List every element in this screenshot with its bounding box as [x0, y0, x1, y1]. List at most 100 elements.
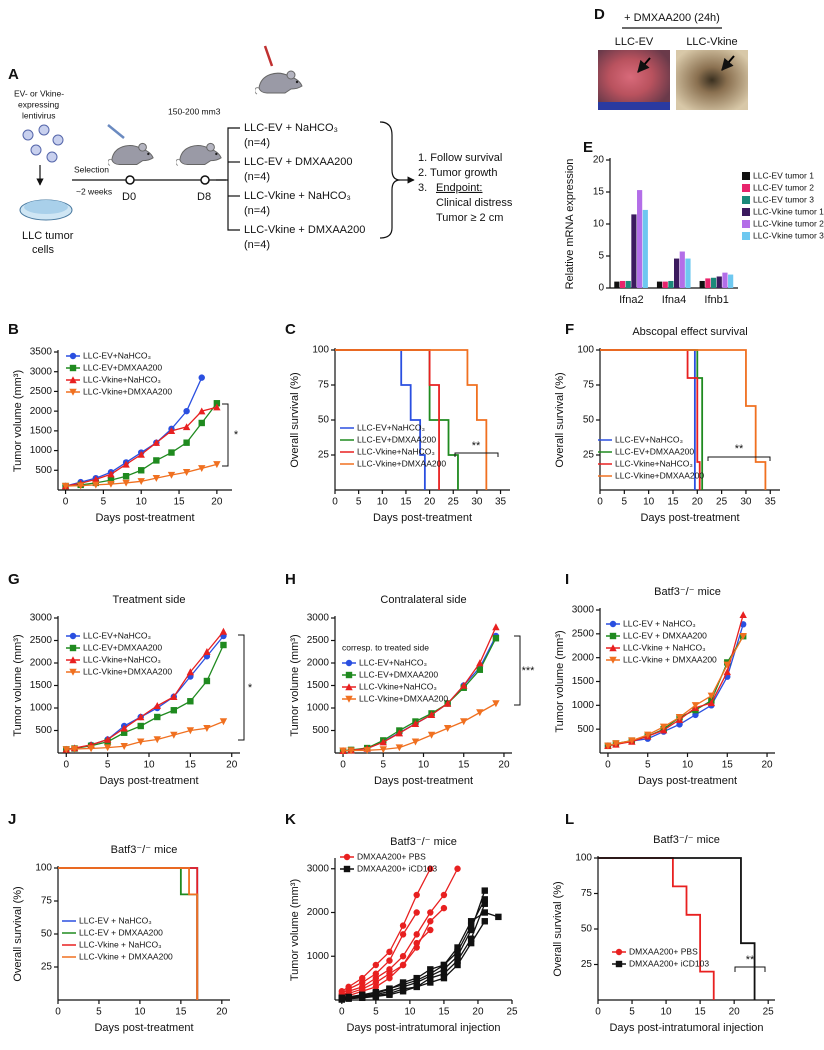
- survival-curve: [600, 349, 701, 490]
- legend-label: LLC-EV tumor 2: [753, 182, 814, 192]
- photo-panel: D + DMXAA200 (24h) LLC-EV LLC-Vkine: [594, 6, 748, 110]
- x-tick-label: 20: [729, 1007, 741, 1018]
- y-tick-label: 75: [581, 888, 593, 899]
- y-axis-label: Overall survival (%): [12, 886, 24, 981]
- legend-marker: [69, 668, 77, 676]
- y-tick-label: 15: [593, 187, 605, 198]
- data-point: [386, 991, 393, 998]
- bar: [656, 281, 663, 288]
- data-point: [481, 918, 488, 925]
- x-tick-label: 15: [695, 1007, 707, 1018]
- y-tick-label: 75: [583, 380, 595, 391]
- data-point: [440, 961, 448, 969]
- x-axis-label: Days post-treatment: [373, 512, 472, 524]
- legend-label: LLC-EV+NaHCO₃: [359, 657, 427, 667]
- x-tick-label: 10: [661, 1007, 673, 1018]
- data-point: [707, 692, 716, 700]
- vector-label: expressing: [18, 99, 59, 109]
- data-point: [363, 747, 371, 754]
- x-tick-label: 15: [722, 760, 734, 771]
- x-tick-label: 0: [340, 760, 346, 771]
- legend-marker: [69, 632, 77, 640]
- x-tick-label: 35: [495, 497, 507, 508]
- legend-label: LLC-Vkine tumor 1: [753, 206, 824, 216]
- legend-marker: [609, 632, 617, 640]
- x-tick-label: 20: [472, 1007, 484, 1018]
- y-tick-label: 500: [577, 724, 594, 735]
- data-point: [454, 961, 461, 969]
- data-point: [454, 948, 461, 956]
- y-tick-label: 50: [583, 415, 595, 426]
- y-axis-label: Relative mRNA expression: [564, 159, 576, 290]
- data-point: [153, 702, 161, 709]
- significance-bracket: [238, 634, 245, 741]
- data-point: [467, 918, 475, 925]
- x-axis-label: Days post-intratumoral injection: [346, 1022, 500, 1034]
- arm-label: LLC-EV + NaHCO₃: [244, 122, 338, 134]
- y-axis-label: Overall survival (%): [289, 372, 301, 467]
- mouse-icon: [255, 70, 303, 95]
- legend-label: LLC-Vkine tumor 3: [753, 230, 824, 240]
- data-point: [386, 970, 393, 977]
- data-point: [413, 983, 420, 991]
- legend-marker: [69, 364, 77, 372]
- y-tick-label: 2500: [30, 386, 53, 397]
- significance-bracket: [454, 452, 499, 457]
- data-point: [440, 970, 448, 977]
- x-tick-label: 20: [424, 497, 436, 508]
- significance-bracket: [514, 635, 521, 706]
- arm-n: (n=4): [244, 239, 270, 251]
- selection: Selection: [74, 164, 109, 174]
- significance-label: **: [472, 440, 481, 452]
- legend-label: LLC-EV+DMXAA200: [359, 669, 438, 679]
- y-tick-label: 2500: [572, 628, 595, 639]
- y-tick-label: 1000: [307, 951, 330, 962]
- legend-label: DMXAA200+ iCD103: [357, 863, 437, 873]
- legend-label: LLC-Vkine+DMXAA200: [359, 693, 448, 703]
- y-tick-label: 10: [593, 219, 605, 230]
- legend-label: LLC-Vkine+NaHCO₃: [359, 681, 437, 691]
- bar: [705, 278, 711, 288]
- data-point: [137, 738, 145, 746]
- data-point: [440, 974, 448, 982]
- chart-title: Contralateral side: [380, 594, 466, 606]
- y-tick-label: 25: [318, 450, 330, 461]
- data-point: [345, 993, 352, 1001]
- legend-label: LLC-EV+DMXAA200: [615, 446, 694, 456]
- data-point: [427, 970, 434, 977]
- virus-icons: [22, 124, 64, 163]
- panel-label: D: [594, 6, 605, 23]
- legend-swatch: [742, 232, 750, 240]
- data-point: [213, 461, 221, 469]
- survival-curve: [598, 857, 756, 1000]
- bar: [637, 190, 643, 288]
- x-axis-label: Days post-treatment: [95, 512, 194, 524]
- y-tick-label: 1500: [30, 680, 53, 691]
- series-line: [341, 868, 459, 997]
- data-point: [467, 922, 475, 929]
- x-tick-label: 10: [682, 760, 694, 771]
- data-point: [213, 403, 221, 411]
- y-tick-label: 500: [35, 465, 52, 476]
- data-point: [186, 668, 195, 676]
- data-point: [427, 926, 434, 934]
- legend-label: LLC-Vkine+DMXAA200: [83, 666, 172, 676]
- x-tick-label: 10: [134, 1007, 146, 1018]
- survival-curve: [58, 867, 199, 1000]
- legend-label: LLC-Vkine + NaHCO₃: [623, 642, 706, 652]
- legend-label: LLC-Vkine + DMXAA200: [623, 654, 717, 664]
- x-tick-label: Ifna2: [619, 294, 643, 306]
- data-point: [440, 891, 448, 899]
- data-point: [467, 926, 475, 934]
- data-point: [723, 661, 731, 669]
- x-tick-label: 0: [63, 497, 69, 508]
- data-point: [170, 731, 178, 739]
- data-point: [386, 966, 393, 973]
- data-point: [153, 736, 161, 744]
- x-tick-label: 15: [175, 1007, 187, 1018]
- data-point: [122, 479, 130, 487]
- data-point: [183, 407, 190, 415]
- data-point: [411, 738, 420, 746]
- data-point: [386, 974, 393, 982]
